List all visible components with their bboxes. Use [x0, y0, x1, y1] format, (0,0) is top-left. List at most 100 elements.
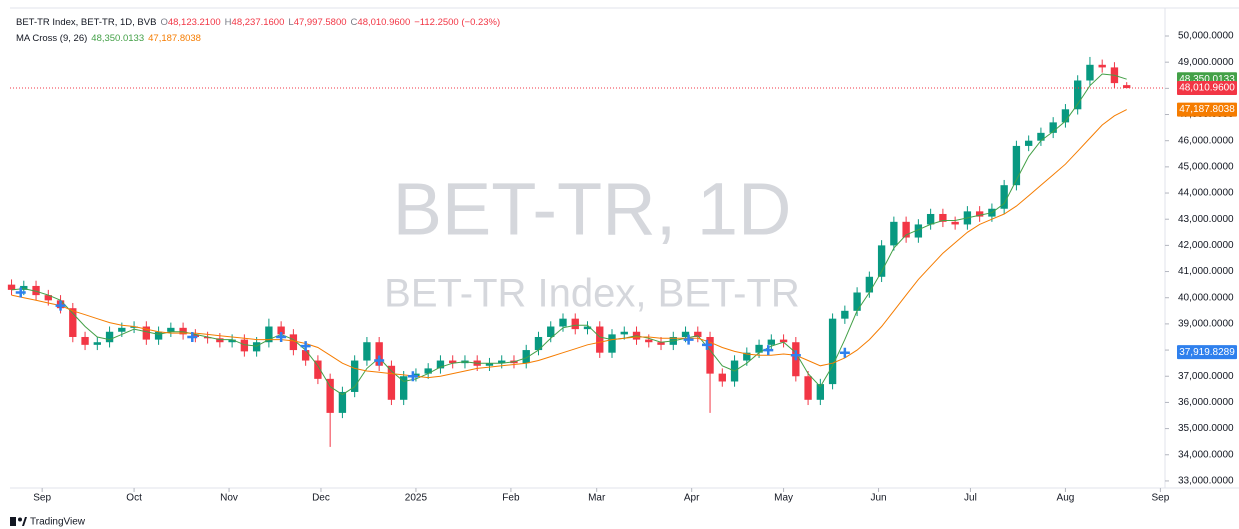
- candle-body: [216, 338, 224, 343]
- candle-body: [559, 318, 567, 327]
- candle-body: [706, 336, 714, 374]
- candle-body: [412, 373, 420, 377]
- candle-body: [338, 391, 347, 413]
- y-tick-label: 34,000.0000: [1178, 449, 1234, 460]
- candle-body: [32, 285, 40, 296]
- candle-body: [179, 327, 187, 335]
- plot: [7, 56, 1165, 447]
- ohlc-legend: BET-TR Index, BET-TR, 1D, BVB O48,123.210…: [16, 17, 500, 28]
- candle-body: [154, 331, 163, 340]
- candle-body: [449, 360, 457, 364]
- candle-body: [326, 378, 334, 413]
- cross-signal: [276, 331, 287, 342]
- candle-body: [69, 308, 77, 337]
- candle-body: [571, 318, 579, 330]
- candle-body: [485, 363, 494, 366]
- candle-body: [902, 221, 910, 238]
- candle-body: [816, 384, 825, 400]
- x-tick-label: Sep: [33, 493, 51, 504]
- cross-signal: [763, 345, 774, 356]
- candle-body: [853, 292, 861, 311]
- symbol: BET-TR Index, BET-TR, 1D, BVB: [16, 17, 156, 28]
- price-marker-badge-bg: [1177, 345, 1237, 360]
- candle-body: [252, 342, 261, 352]
- candle-body: [522, 350, 530, 364]
- candle-body: [620, 331, 628, 335]
- ma-line: [11, 109, 1127, 379]
- cross-signal: [407, 371, 418, 382]
- candle-body: [277, 326, 285, 335]
- candle-body: [387, 365, 396, 400]
- last-price-badge-bg: [1177, 81, 1237, 96]
- candle-body: [118, 327, 126, 332]
- candle-body: [939, 213, 947, 222]
- low-value: 47,997.5800: [294, 17, 347, 28]
- candle-body: [1098, 64, 1106, 68]
- cross-signal: [701, 339, 712, 350]
- candle-body: [1061, 109, 1070, 123]
- candle-body: [350, 360, 359, 392]
- candle-body: [694, 331, 702, 337]
- candle-body: [583, 326, 592, 330]
- y-tick-label: 37,000.0000: [1178, 371, 1234, 382]
- candle-body: [951, 221, 959, 225]
- candle-body: [1012, 145, 1021, 186]
- y-tick-label: 46,000.0000: [1178, 135, 1234, 146]
- y-tick-label: 33,000.0000: [1178, 476, 1234, 487]
- candle-body: [142, 326, 151, 340]
- y-tick-label: 35,000.0000: [1178, 423, 1234, 434]
- candle-body: [596, 326, 604, 353]
- candle-body: [228, 339, 236, 343]
- cross-signal: [683, 334, 694, 345]
- candle-body: [44, 295, 52, 301]
- x-tick-label: Mar: [588, 493, 606, 504]
- candle-body: [534, 336, 543, 351]
- y-tick-label: 44,000.0000: [1178, 188, 1234, 199]
- candle-body: [681, 331, 690, 337]
- watermark-title: BET-TR, 1D: [393, 168, 792, 251]
- ma-slow-value: 47,187.8038: [148, 33, 201, 44]
- candle-body: [890, 221, 898, 246]
- ma-slow-badge-bg: [1177, 102, 1237, 117]
- indicator-name: MA Cross (9, 26): [16, 33, 87, 44]
- candle-body: [7, 284, 16, 290]
- candle-body: [203, 336, 212, 339]
- candle-body: [20, 285, 28, 290]
- x-tick-label: 2025: [405, 493, 428, 504]
- candle-body: [779, 339, 788, 343]
- y-tick-label: 40,000.0000: [1178, 292, 1234, 303]
- x-tick-label: Aug: [1057, 493, 1075, 504]
- candle-body: [1123, 85, 1131, 89]
- open-value: 48,123.2100: [168, 17, 221, 28]
- indicator-legend: MA Cross (9, 26) 48,350.0133 47,187.8038: [16, 33, 201, 44]
- candle-body: [400, 376, 408, 400]
- candle-body: [314, 360, 322, 379]
- x-tick-label: Dec: [312, 493, 330, 504]
- candle-body: [498, 360, 506, 364]
- cross-signal: [55, 300, 66, 311]
- candle-body: [105, 331, 114, 343]
- x-tick-label: May: [774, 493, 793, 504]
- candle-body: [804, 376, 812, 400]
- y-tick-label: 39,000.0000: [1178, 319, 1234, 330]
- candle-body: [1037, 132, 1045, 141]
- candle-body: [424, 368, 432, 374]
- y-tick-label: 50,000.0000: [1178, 31, 1234, 42]
- candle-body: [865, 276, 874, 293]
- y-tick-label: 45,000.0000: [1178, 162, 1234, 173]
- price-marker-badge: 37,919.8289: [1179, 347, 1235, 358]
- candle-body: [1000, 185, 1008, 209]
- y-tick-label: 41,000.0000: [1178, 266, 1234, 277]
- candle-body: [240, 339, 249, 352]
- candle-body: [975, 211, 984, 217]
- x-tick-label: Oct: [126, 493, 142, 504]
- candle-body: [755, 344, 763, 353]
- last-price-badge: 48,010.9600: [1179, 83, 1235, 94]
- candle-body: [547, 326, 555, 337]
- low-key: L: [288, 17, 293, 28]
- candle-body: [363, 342, 371, 361]
- candle-body: [1049, 122, 1057, 133]
- x-tick-label: Nov: [220, 493, 238, 504]
